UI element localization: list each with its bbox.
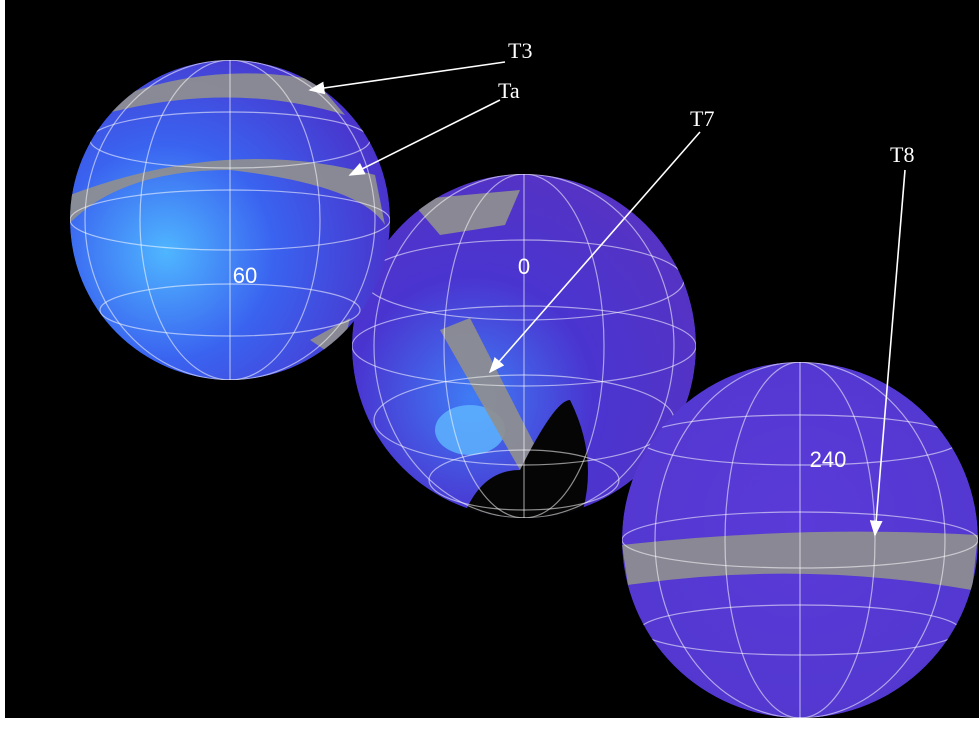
arrow	[308, 61, 506, 95]
longitude-label: 240	[810, 447, 847, 472]
arrow	[869, 169, 906, 537]
longitude-label: 0	[518, 254, 530, 279]
annotation: Ta	[498, 78, 520, 103]
globe-60	[70, 60, 390, 380]
annotation: T7	[690, 106, 714, 131]
globe-240	[622, 362, 978, 718]
annotation: T3	[508, 38, 532, 63]
globe-0	[352, 174, 696, 518]
longitude-label: 60	[233, 263, 257, 288]
annotation: T8	[890, 142, 914, 167]
arrow	[348, 99, 501, 176]
arrow	[488, 131, 701, 374]
